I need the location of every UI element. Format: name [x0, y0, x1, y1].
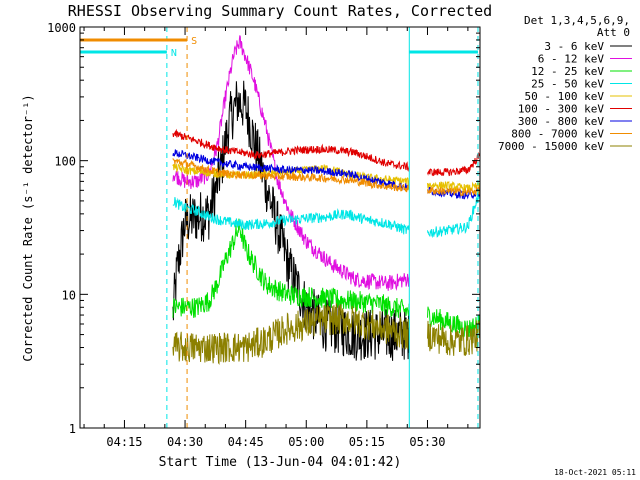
x-tick-label-4: 05:15 [349, 435, 385, 449]
legend-title-line-0: Det 1,3,4,5,6,9, [524, 14, 630, 27]
y-axis-label: Corrected Count Rate (s⁻¹ detector⁻¹) [21, 94, 35, 361]
series-line-8-1 [427, 320, 480, 356]
x-tick-label-1: 04:30 [167, 435, 203, 449]
x-tick-label-5: 05:30 [409, 435, 445, 449]
axis-layer: 04:15 04:30 04:45 05:00 05:15 05:30 1 10 100 1000 [47, 21, 481, 449]
y-tick-label-1: 10 [62, 288, 76, 302]
series-line-5-0 [172, 128, 410, 172]
series-line-5-1 [427, 152, 480, 177]
series-line-2-1 [427, 306, 480, 338]
timestamp: 18-Oct-2021 05:11 [554, 468, 636, 477]
legend-title-line-1: Att 0 [597, 26, 630, 39]
series-line-3-1 [427, 192, 480, 239]
legend-entry-label-4: 50 - 100 keV [525, 90, 605, 103]
legend-entry-label-7: 800 - 7000 keV [511, 128, 604, 141]
series-layer [172, 35, 480, 366]
legend-entry-label-8: 7000 - 15000 keV [498, 140, 604, 153]
y-tick-label-2: 100 [54, 155, 76, 169]
series-line-7-1 [427, 186, 480, 197]
legend-entry-label-0: 3 - 6 keV [544, 40, 604, 53]
plot-frame [79, 26, 481, 429]
series-line-8-0 [172, 303, 410, 366]
legend-entry-label-5: 100 - 300 keV [518, 103, 604, 116]
x-tick-label-3: 05:00 [288, 435, 324, 449]
chart-title: RHESSI Observing Summary Count Rates, Co… [68, 2, 492, 20]
series-line-3-0 [172, 197, 410, 235]
y-tick-label-3: 1000 [47, 21, 76, 35]
x-tick-label-0: 04:15 [106, 435, 142, 449]
flag-label-S: S [191, 36, 197, 47]
legend-entry-label-3: 25 - 50 keV [531, 78, 604, 91]
series-line-0-0 [172, 80, 410, 361]
legend-entry-label-6: 300 - 800 keV [518, 115, 604, 128]
legend-entry-label-2: 12 - 25 keV [531, 65, 604, 78]
x-axis-label: Start Time (13-Jun-04 04:01:42) [159, 455, 402, 470]
y-tick-label-0: 1 [69, 422, 76, 436]
flag-label-N: N [171, 48, 177, 59]
series-line-4-1 [427, 180, 480, 194]
series-line-7-0 [172, 158, 410, 193]
x-tick-label-2: 04:45 [228, 435, 264, 449]
flag-layer: NS [80, 27, 479, 428]
legend-entry-label-1: 6 - 12 keV [538, 53, 605, 66]
series-line-2-0 [172, 218, 410, 318]
series-line-1-0 [172, 35, 410, 291]
